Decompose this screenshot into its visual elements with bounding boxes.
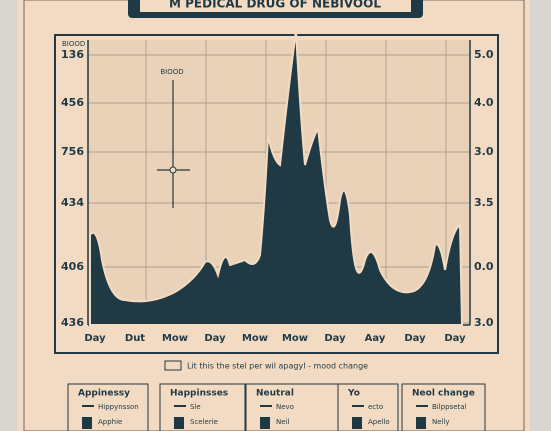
right-label: 0.0 (474, 260, 494, 273)
title-plate (140, 0, 411, 12)
panel-item: Scelerie (190, 418, 218, 426)
panel-title: Neutral (256, 389, 294, 399)
x-label: Mow (242, 333, 268, 344)
panel-item: Sle (190, 403, 201, 411)
panel-swatch (352, 417, 362, 429)
panel-title: Neol change (412, 389, 475, 399)
panel-swatch (416, 405, 428, 407)
panel (401, 383, 486, 431)
caption-swatch (164, 360, 182, 371)
axis-labels: 136 456 756 434 406 436 5.0 4.0 3.0 3.5 0.0 3.0 Day D… (61, 48, 494, 344)
x-label: Aay (365, 333, 386, 344)
poster-border (23, 0, 525, 431)
panel-swatch (416, 417, 426, 429)
left-label: 436 (61, 316, 84, 329)
title: M PEDICAL DRUG OF NEBIVOOL (169, 0, 381, 11)
legend-panels: Appinessy Hippynsson Apphie Happinsses Sle Sc… (67, 383, 486, 431)
left-label: 434 (61, 196, 84, 209)
x-label: Dut (125, 333, 145, 344)
panel-item: Bilppsetal (432, 403, 467, 411)
right-label: 3.0 (474, 316, 494, 329)
x-label: Day (204, 333, 226, 344)
panel (337, 383, 399, 431)
panel-swatch (174, 405, 186, 407)
right-label: 3.5 (474, 196, 494, 209)
left-caption: BIOOD (62, 40, 85, 48)
panel-item: Nelly (432, 418, 450, 426)
panel (159, 383, 246, 431)
panel (67, 383, 149, 431)
left-label: 136 (61, 48, 84, 61)
panel-swatch (260, 405, 272, 407)
left-label: 456 (61, 96, 84, 109)
left-label: 756 (61, 145, 84, 158)
x-label: Mow (162, 333, 188, 344)
x-label: Day (404, 333, 426, 344)
panel-swatch (260, 417, 270, 429)
annotation: BIOOD (160, 68, 183, 76)
right-label: 5.0 (474, 48, 494, 61)
x-label: Day (84, 333, 106, 344)
mood-curve (89, 29, 464, 326)
panel-item: Apphie (98, 418, 122, 426)
annotation-marker (169, 166, 177, 174)
panel-title: Happinsses (170, 389, 228, 399)
panel-item: Hippynsson (98, 403, 139, 411)
right-label: 3.0 (474, 145, 494, 158)
panel-swatch (82, 405, 94, 407)
panel-swatch (174, 417, 184, 429)
panel-item: Neil (276, 418, 289, 426)
right-label: 4.0 (474, 96, 494, 109)
x-label: Day (324, 333, 346, 344)
left-label: 406 (61, 260, 84, 273)
panel-title: Yo (347, 389, 360, 399)
caption: Lit this the stel per wil apagyl - mood … (187, 362, 368, 371)
x-label: Mow (282, 333, 308, 344)
panel-item: Nevo (276, 403, 294, 411)
panel-swatch (82, 417, 92, 429)
panel-swatch (352, 405, 364, 407)
panel-item: Apello (368, 418, 390, 426)
panel-title: Appinessy (78, 389, 130, 399)
x-label: Day (444, 333, 466, 344)
panel-item: ecto (368, 403, 383, 411)
